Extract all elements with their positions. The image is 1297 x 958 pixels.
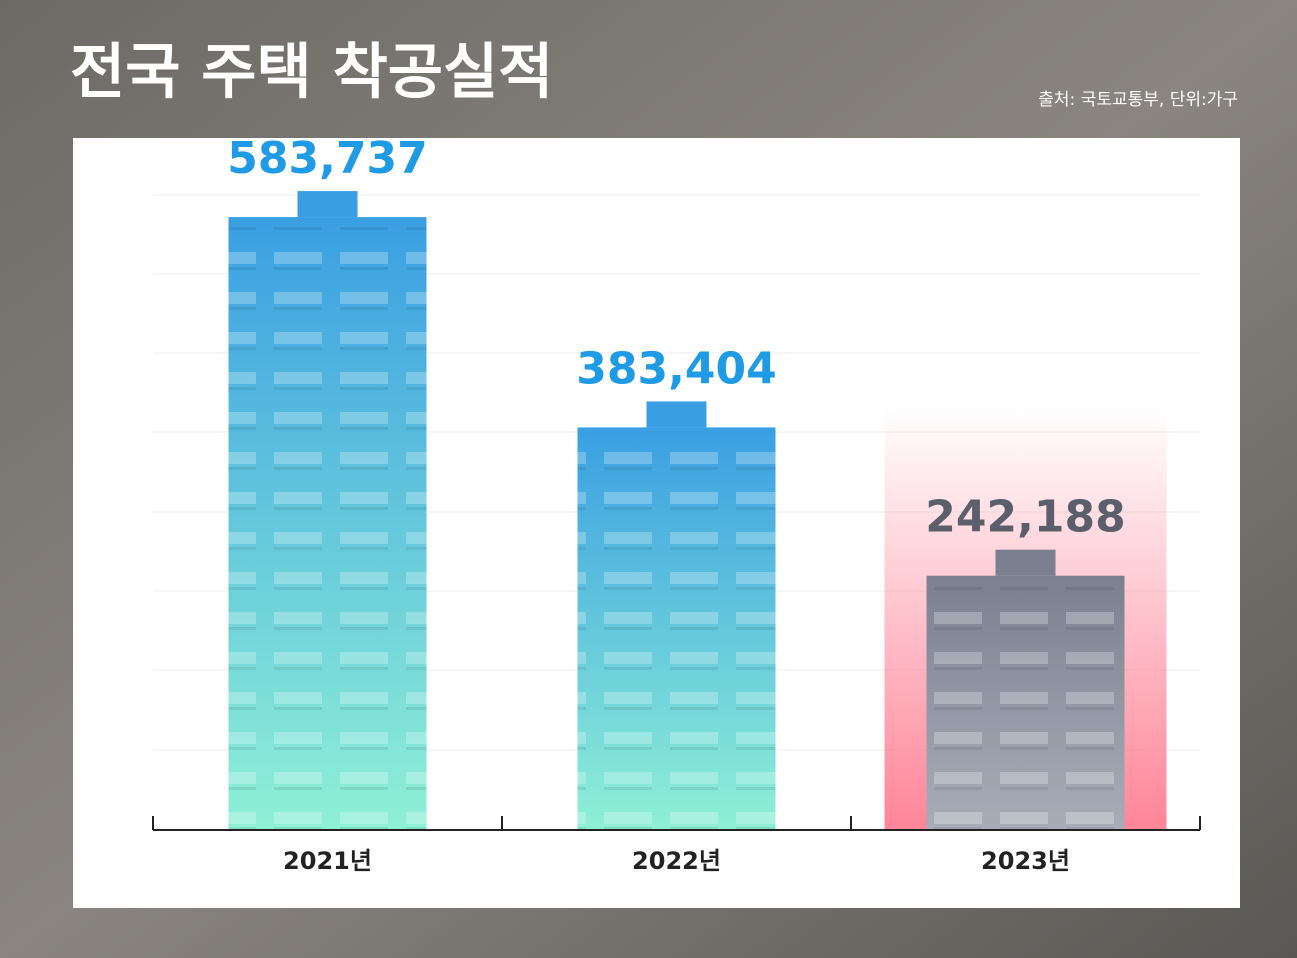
building-roof <box>297 191 358 218</box>
plot: 583,737 2021년 383,404 2022년 242,188 2023년 <box>227 133 1167 875</box>
x-tick-label: 2022년 <box>632 847 721 875</box>
building-roof <box>646 401 707 428</box>
building-windows <box>228 227 427 830</box>
value-label: 242,188 <box>925 492 1125 543</box>
value-label: 383,404 <box>576 343 776 394</box>
building-windows <box>926 585 1125 830</box>
source-note: 출처: 국토교통부, 단위:가구 <box>1038 90 1238 110</box>
x-tick-label: 2023년 <box>981 847 1070 875</box>
baseline <box>152 816 1201 831</box>
chart-title: 전국 주택 착공실적 <box>70 38 553 108</box>
value-label: 583,737 <box>227 133 427 184</box>
x-tick-label: 2021년 <box>283 847 372 875</box>
building-roof <box>995 549 1056 576</box>
building-windows <box>577 437 776 830</box>
